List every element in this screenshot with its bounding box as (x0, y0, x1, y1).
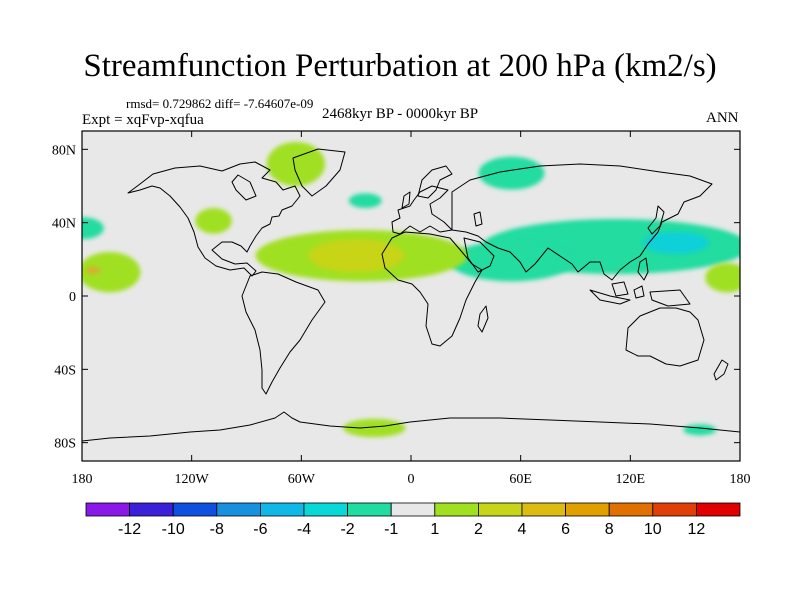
coast-indonesia (589, 281, 691, 307)
colorbar-label: 4 (518, 521, 527, 538)
colorbar-label: 1 (430, 521, 439, 538)
colorbar-swatch (565, 502, 610, 517)
anomaly-region (343, 418, 406, 438)
colorbar-label: -6 (253, 521, 267, 538)
anomaly-region (85, 266, 101, 275)
coast-antarctica (82, 411, 740, 442)
lon-tick-label: 60E (509, 472, 532, 487)
lon-tick-label: 120E (616, 472, 646, 487)
plot-title: Streamfunction Perturbation at 200 hPa (… (83, 48, 717, 84)
anomaly-region (82, 252, 141, 293)
colorbar-swatch (259, 502, 305, 517)
colorbar-labels: -12 -10 -8 -6 -4 -2 -1 1 2 4 6 8 10 12 (118, 521, 705, 538)
colorbar-label: 10 (644, 521, 662, 538)
colorbar-swatch (129, 502, 174, 517)
colorbar-swatch (434, 502, 479, 517)
coast-asia (451, 163, 713, 281)
coast-madagascar (477, 305, 489, 333)
lat-tick-label: 0 (69, 290, 76, 305)
coast-australia (625, 307, 705, 367)
colorbar-label: 8 (605, 521, 614, 538)
coast-caspian (473, 211, 483, 227)
coast-scandinavia (417, 165, 453, 199)
coast-new-zealand (713, 359, 729, 381)
anomaly-region (683, 424, 717, 436)
anomaly-region (348, 193, 382, 209)
colorbar-swatch (390, 502, 436, 517)
coast-philippines (637, 257, 649, 281)
colorbar-swatch (696, 502, 741, 517)
lon-tick-label: 180 (730, 472, 751, 487)
map-background (82, 131, 740, 461)
anomaly-region (643, 231, 709, 254)
lat-tick-label: 40S (54, 363, 76, 378)
period-label: 2468kyr BP - 0000kyr BP (322, 106, 479, 122)
lon-tick-label: 0 (408, 472, 415, 487)
colorbar-label: -1 (384, 521, 398, 538)
stats-text: rmsd= 0.729862 diff= -7.64607e-09 (126, 96, 314, 111)
anomaly-region (266, 142, 326, 186)
coast-africa (381, 231, 483, 347)
lon-tick-label: 120W (175, 472, 210, 487)
colorbar-label: 2 (474, 521, 483, 538)
colorbar-label: 12 (688, 521, 706, 538)
anomaly-field (82, 142, 740, 438)
coast-north-america (127, 161, 301, 277)
lon-tick-label: 180 (72, 472, 93, 487)
season-label: ANN (706, 110, 739, 126)
colorbar-swatch (303, 502, 348, 517)
colorbar (85, 502, 741, 517)
coast-europe (391, 185, 453, 235)
axis-ticks (81, 131, 741, 461)
lon-tick-label: 60W (288, 472, 316, 487)
lat-tick-label: 80S (54, 437, 76, 452)
coast-uk (401, 191, 411, 209)
colorbar-label: -12 (118, 521, 141, 538)
colorbar-label: -2 (340, 521, 354, 538)
axis-labels: 80N 40N 0 40S 80S 180 120W 60W 0 60E 120E 180 (52, 143, 751, 487)
coast-arabia (463, 237, 495, 273)
coast-hudson-bay (231, 174, 257, 201)
colorbar-label: 6 (561, 521, 570, 538)
anomaly-region (308, 239, 404, 273)
lat-tick-label: 80N (52, 143, 76, 158)
experiment-label: Expt = xqFvp-xqfua (82, 112, 204, 128)
colorbar-label: -4 (297, 521, 311, 538)
colorbar-swatch (652, 502, 697, 517)
anomaly-region (449, 240, 574, 282)
colorbar-swatch (608, 502, 654, 517)
anomaly-region (705, 263, 740, 293)
colorbar-swatch (347, 502, 392, 517)
anomaly-region (478, 156, 545, 190)
coast-greenland (292, 148, 346, 197)
anomaly-region (195, 208, 232, 234)
lat-tick-label: 40N (52, 217, 76, 232)
colorbar-swatch (172, 502, 218, 517)
colorbar-label: -8 (210, 521, 224, 538)
colorbar-swatch (477, 502, 523, 517)
coastlines (82, 148, 740, 442)
coast-japan (647, 205, 665, 235)
colorbar-label: -10 (162, 521, 185, 538)
colorbar-swatch (85, 502, 130, 517)
coast-south-america (241, 271, 326, 395)
colorbar-swatch (521, 502, 566, 517)
colorbar-swatch (216, 502, 261, 517)
